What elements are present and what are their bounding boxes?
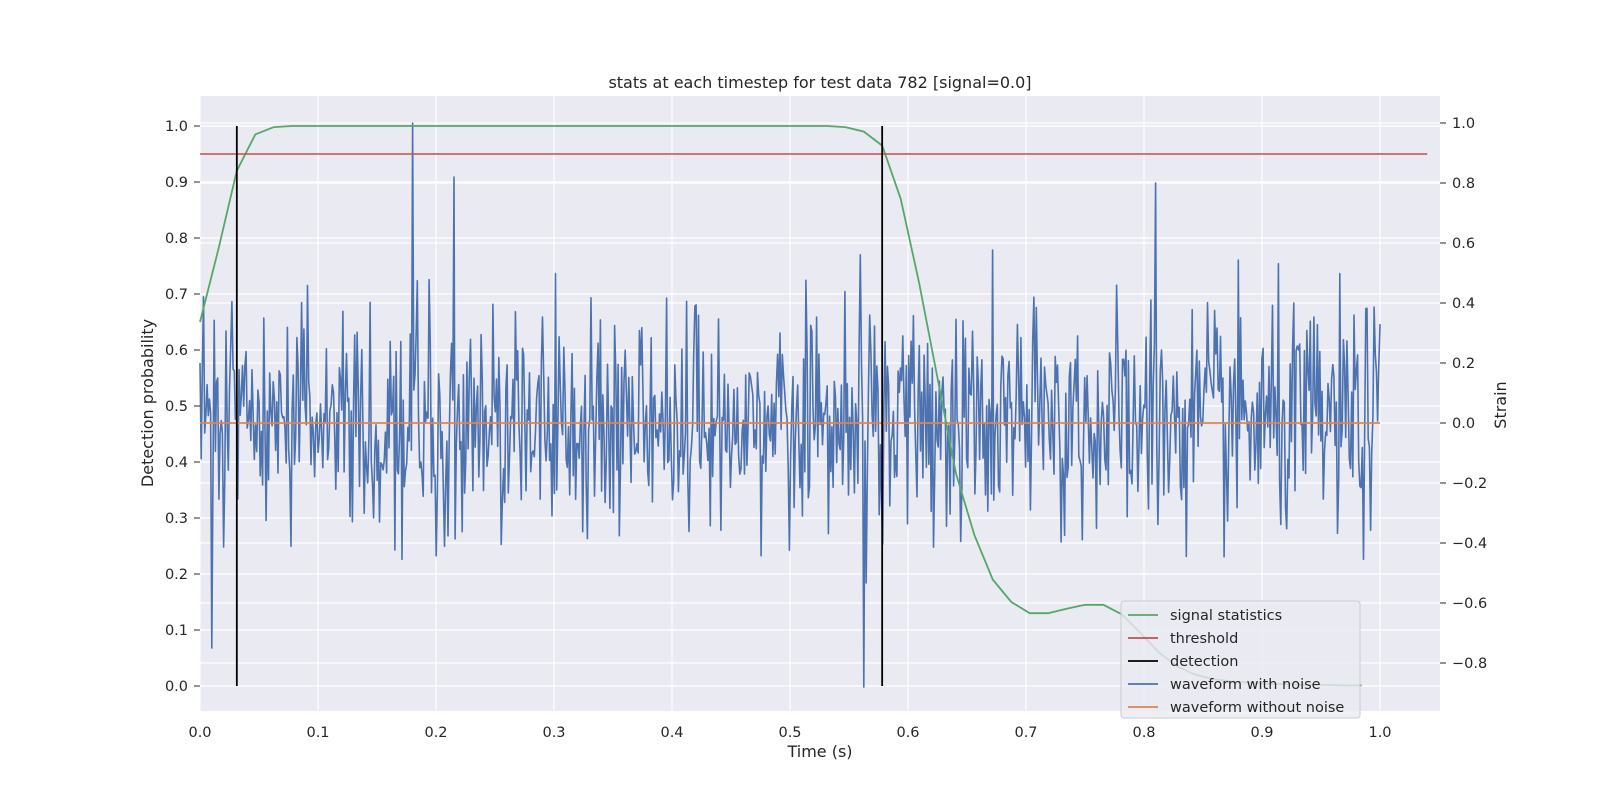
y-left-tick-label: 0.3 — [165, 511, 188, 527]
legend-label-waveform-without-noise: waveform without noise — [1170, 700, 1344, 716]
legend-item-detection: detection — [1128, 654, 1238, 670]
legend-label-waveform-with-noise: waveform with noise — [1170, 677, 1321, 693]
y-right-tick-label: −0.2 — [1452, 476, 1487, 492]
legend: signal statistics threshold detection wa… — [1120, 600, 1361, 719]
y-left-tick-label: 0.4 — [165, 455, 188, 471]
x-tick-label: 0.9 — [1250, 725, 1273, 741]
series-waveform-with-noise — [199, 122, 1381, 688]
x-tick-label: 0.1 — [306, 725, 329, 741]
legend-box — [1120, 600, 1361, 719]
y-right-tick-label: 0.6 — [1452, 236, 1475, 252]
y-left-tick-label: 1.0 — [165, 119, 188, 135]
legend-label-signal-statistics: signal statistics — [1170, 608, 1282, 624]
y-right-tick-label: 0.2 — [1452, 356, 1475, 372]
y-right-tick-label: −0.6 — [1452, 596, 1487, 612]
y-left-tick-label: 0.9 — [165, 175, 188, 191]
x-axis-title: Time (s) — [786, 742, 852, 761]
x-tick-label: 0.6 — [896, 725, 919, 741]
chart-title: stats at each timestep for test data 782… — [608, 73, 1031, 92]
y-right-tick-label: 0.4 — [1452, 296, 1475, 312]
y-left-tick-label: 0.0 — [165, 679, 188, 695]
legend-item-threshold: threshold — [1128, 631, 1238, 647]
x-tick-label: 0.3 — [542, 725, 565, 741]
x-tick-label: 0.4 — [660, 725, 683, 741]
x-tick-label: 0.0 — [188, 725, 211, 741]
legend-item-waveform-with-noise: waveform with noise — [1128, 677, 1321, 693]
y-right-tick-label: 0.8 — [1452, 176, 1475, 192]
y-axis-title-left: Detection probability — [138, 319, 157, 487]
y-left-tick-label: 0.8 — [165, 231, 188, 247]
y-right-tick-label: −0.8 — [1452, 656, 1487, 672]
x-tick-label: 0.2 — [424, 725, 447, 741]
x-tick-label: 0.7 — [1014, 725, 1037, 741]
ticks-layer: 0.0 0.1 0.2 0.3 0.4 0.5 0.6 0.7 0.8 0.9 1.0 0.0 0.1 0… — [165, 116, 1487, 741]
x-tick-label: 0.5 — [778, 725, 801, 741]
legend-label-detection: detection — [1170, 654, 1238, 670]
x-tick-label: 0.8 — [1132, 725, 1155, 741]
y-left-tick-label: 0.5 — [165, 399, 188, 415]
y-left-tick-label: 0.7 — [165, 287, 188, 303]
x-tick-label: 1.0 — [1368, 725, 1391, 741]
legend-item-signal-statistics: signal statistics — [1128, 608, 1282, 624]
y-right-tick-label: 0.0 — [1452, 416, 1475, 432]
legend-label-threshold: threshold — [1170, 631, 1238, 647]
legend-item-waveform-without-noise: waveform without noise — [1128, 700, 1344, 716]
y-left-tick-label: 0.6 — [165, 343, 188, 359]
y-right-tick-label: 1.0 — [1452, 116, 1475, 132]
y-right-tick-label: −0.4 — [1452, 536, 1487, 552]
y-axis-title-right: Strain — [1491, 381, 1510, 428]
y-left-tick-label: 0.2 — [165, 567, 188, 583]
y-left-tick-label: 0.1 — [165, 623, 188, 639]
